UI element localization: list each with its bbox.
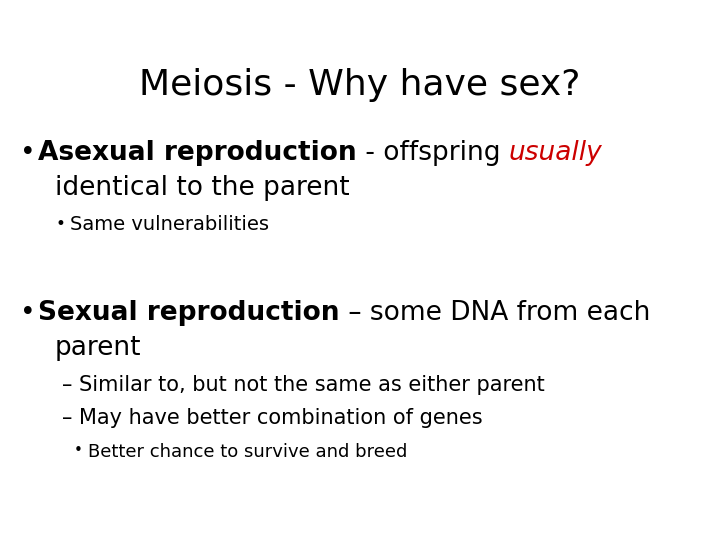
Text: Meiosis - Why have sex?: Meiosis - Why have sex? — [139, 68, 581, 102]
Text: – Similar to, but not the same as either parent: – Similar to, but not the same as either… — [62, 375, 545, 395]
Text: Asexual reproduction: Asexual reproduction — [38, 140, 356, 166]
Text: – some DNA from each: – some DNA from each — [340, 300, 650, 326]
Text: Sexual reproduction: Sexual reproduction — [38, 300, 340, 326]
Text: usually: usually — [508, 140, 602, 166]
Text: •: • — [56, 215, 66, 233]
Text: - offspring: - offspring — [356, 140, 508, 166]
Text: •: • — [20, 300, 35, 326]
Text: •: • — [20, 140, 35, 166]
Text: parent: parent — [55, 335, 142, 361]
Text: Same vulnerabilities: Same vulnerabilities — [70, 215, 269, 234]
Text: •: • — [74, 443, 83, 458]
Text: identical to the parent: identical to the parent — [55, 175, 350, 201]
Text: – May have better combination of genes: – May have better combination of genes — [62, 408, 482, 428]
Text: Better chance to survive and breed: Better chance to survive and breed — [88, 443, 408, 461]
